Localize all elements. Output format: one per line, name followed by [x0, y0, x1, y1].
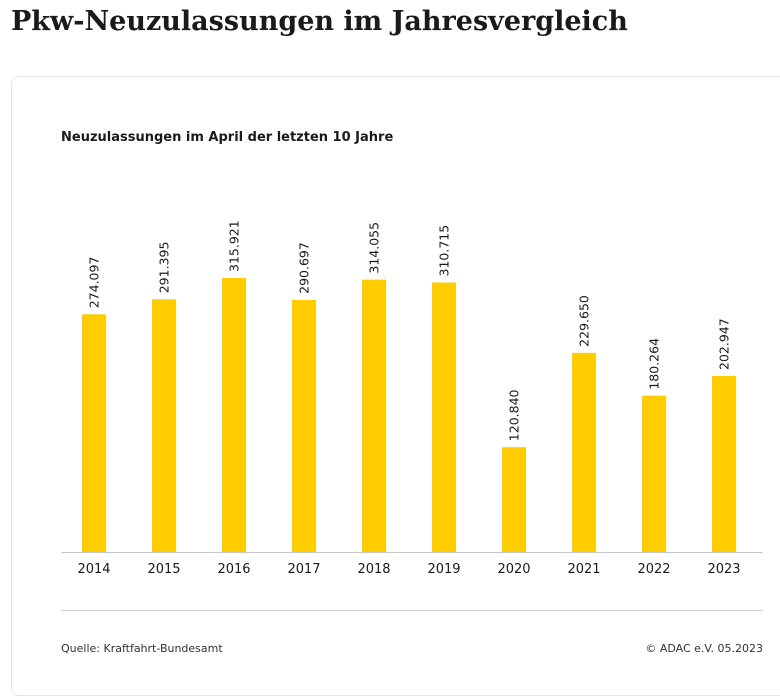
page-title: Pkw-Neuzulassungen im Jahresvergleich — [11, 6, 628, 37]
x-tick-label-2019: 2019 — [427, 562, 460, 577]
bar-chart: 274.097 2014 291.395 2015 315.921 2016 290.697… — [61, 220, 763, 577]
data-label-2021: 229.650 — [577, 295, 592, 347]
data-label-2015: 291.395 — [157, 242, 172, 294]
x-tick-label-2018: 2018 — [357, 562, 390, 577]
data-label-2020: 120.840 — [507, 389, 522, 441]
x-tick-label-2014: 2014 — [77, 562, 110, 577]
bar-2018 — [362, 279, 386, 552]
bar-2023 — [712, 375, 736, 552]
x-tick-label-2020: 2020 — [497, 562, 530, 577]
bar-2020 — [502, 447, 526, 552]
bar-2017 — [292, 299, 316, 552]
data-label-2017: 290.697 — [297, 242, 312, 294]
x-tick-label-2015: 2015 — [147, 562, 180, 577]
bar-2019 — [432, 282, 456, 552]
data-label-2019: 310.715 — [437, 225, 452, 277]
data-label-2022: 180.264 — [647, 338, 662, 390]
footer-divider — [61, 610, 763, 611]
x-tick-label-2017: 2017 — [287, 562, 320, 577]
source-note: Quelle: Kraftfahrt-Bundesamt — [61, 642, 223, 655]
x-tick-label-2016: 2016 — [217, 562, 250, 577]
copyright-note: © ADAC e.V. 05.2023 — [645, 642, 763, 655]
data-label-2023: 202.947 — [717, 318, 732, 370]
bar-2021 — [572, 352, 596, 552]
data-label-2018: 314.055 — [367, 222, 382, 274]
x-tick-label-2021: 2021 — [567, 562, 600, 577]
bar-2022 — [642, 395, 666, 552]
data-label-2014: 274.097 — [87, 257, 102, 309]
bar-2016 — [222, 278, 246, 552]
data-label-2016: 315.921 — [227, 220, 242, 272]
x-tick-label-2023: 2023 — [707, 562, 740, 577]
chart-title: Neuzulassungen im April der letzten 10 J… — [61, 130, 394, 145]
chart-card — [11, 76, 780, 696]
bar-2014 — [82, 314, 106, 552]
x-tick-label-2022: 2022 — [637, 562, 670, 577]
bar-2015 — [152, 299, 176, 552]
